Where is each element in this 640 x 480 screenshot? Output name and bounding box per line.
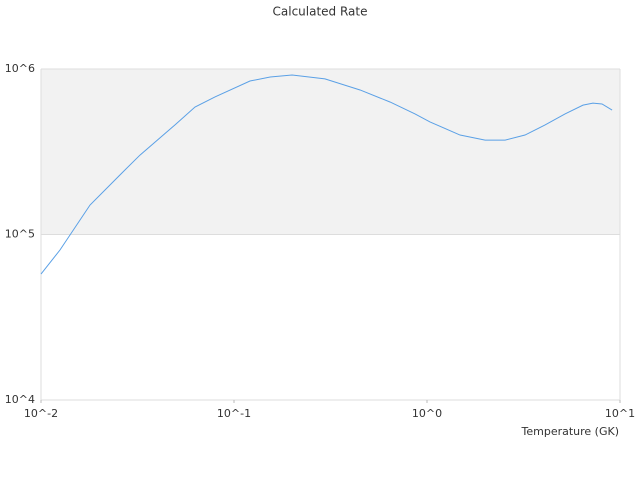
y-tick-label: 10^5 [5, 228, 35, 241]
x-tick-label: 10^-1 [217, 407, 251, 420]
chart-title: Calculated Rate [273, 5, 368, 19]
x-tick-label: 10^1 [605, 407, 635, 420]
x-tick-label: 10^-2 [24, 407, 58, 420]
shaded-band [41, 69, 620, 235]
y-tick-label: 10^4 [5, 393, 35, 406]
x-tick-label: 10^0 [412, 407, 442, 420]
y-tick-label: 10^6 [5, 62, 35, 75]
x-axis-label: Temperature (GK) [521, 425, 620, 438]
data-line [40, 74, 613, 275]
